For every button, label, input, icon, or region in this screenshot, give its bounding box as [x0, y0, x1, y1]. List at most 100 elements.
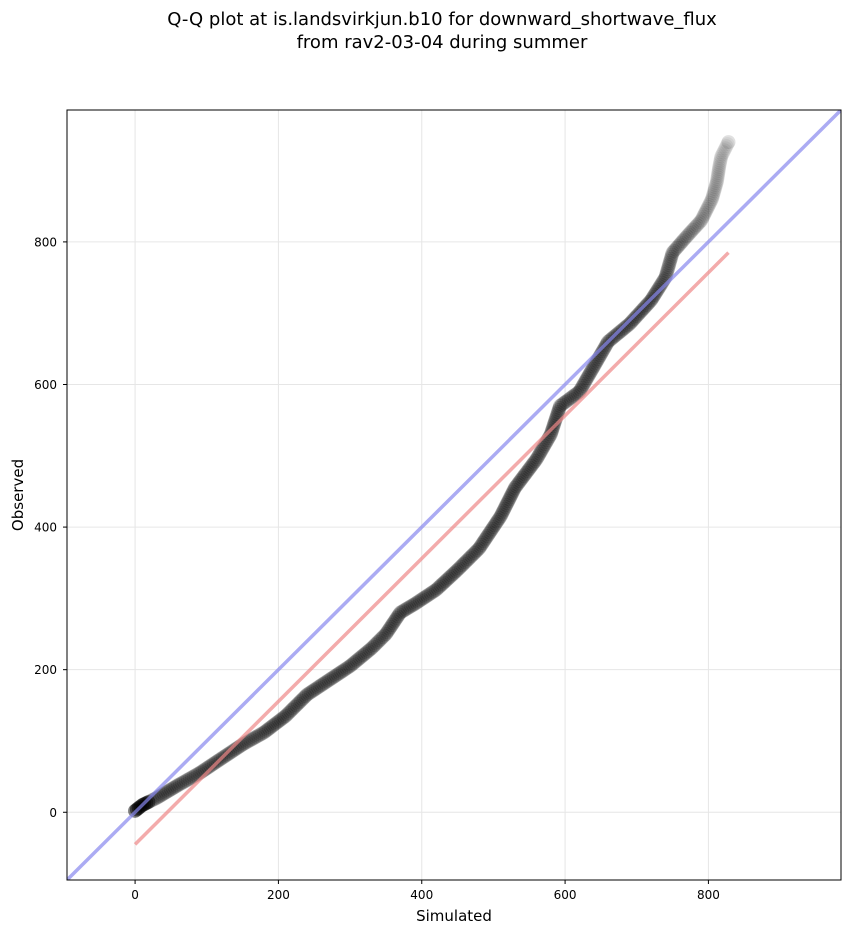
quantile-point	[245, 732, 260, 747]
quantile-point	[430, 581, 445, 596]
quantile-point	[713, 155, 728, 170]
quantile-point	[703, 196, 718, 211]
quantile-point	[447, 565, 462, 580]
quantile-point	[297, 690, 312, 705]
quantile-point	[506, 484, 521, 499]
quantile-point	[583, 365, 598, 380]
quantile-point	[662, 255, 677, 270]
quantile-point	[523, 460, 538, 475]
quantile-point	[551, 404, 566, 419]
quantile-point	[487, 518, 502, 533]
quantile-point	[495, 505, 510, 520]
quantile-point	[699, 203, 714, 218]
quantile-point	[515, 470, 530, 485]
quantile-point	[186, 769, 201, 784]
quantile-point	[156, 786, 171, 801]
quantile-point	[412, 593, 427, 608]
quantile-point	[507, 480, 522, 495]
quantile-point	[709, 176, 724, 191]
quantile-point	[521, 462, 536, 477]
quantile-point	[305, 684, 320, 699]
y-tick-label: 600	[34, 378, 57, 392]
quantile-point	[626, 312, 641, 327]
quantile-point	[581, 369, 596, 384]
quantile-point	[582, 367, 597, 382]
quantile-point	[628, 310, 643, 325]
quantile-point	[314, 678, 329, 693]
quantile-point	[312, 679, 327, 694]
quantile-point	[596, 342, 611, 357]
quantile-point	[509, 479, 524, 494]
quantile-points	[128, 135, 736, 818]
quantile-point	[528, 454, 543, 469]
quantile-point	[418, 589, 433, 604]
quantile-point	[467, 546, 482, 561]
quantile-point	[411, 594, 426, 609]
quantile-point	[332, 666, 347, 681]
quantile-point	[435, 577, 450, 592]
quantile-point	[479, 530, 494, 545]
quantile-point	[492, 511, 507, 526]
quantile-point	[378, 627, 393, 642]
quantile-point	[708, 180, 723, 195]
quantile-point	[684, 224, 699, 239]
quantile-point	[514, 472, 529, 487]
quantile-point	[276, 710, 291, 725]
quantile-point	[389, 610, 404, 625]
quantile-point	[577, 375, 592, 390]
quantile-point	[505, 486, 520, 501]
quantile-point	[533, 444, 548, 459]
quantile-point	[587, 357, 602, 372]
quantile-point	[265, 719, 280, 734]
quantile-point	[664, 247, 679, 262]
quantile-point	[488, 516, 503, 531]
quantile-point	[568, 387, 583, 402]
quantile-point	[580, 371, 595, 386]
quantile-point	[201, 760, 216, 775]
quantile-point	[713, 151, 728, 166]
quantile-point	[289, 698, 304, 713]
quantile-point	[163, 782, 178, 797]
x-tick-label: 400	[410, 888, 433, 902]
quantile-point	[436, 575, 451, 590]
y-tick-label: 200	[34, 663, 57, 677]
quantile-point	[480, 528, 495, 543]
quantile-point	[482, 525, 497, 540]
quantile-point	[292, 695, 307, 710]
quantile-point	[184, 770, 199, 785]
quantile-point	[499, 497, 514, 512]
quantile-point	[660, 262, 675, 277]
quantile-point	[695, 211, 710, 226]
quantile-point	[510, 477, 525, 492]
quantile-point	[398, 602, 413, 617]
quantile-point	[337, 662, 352, 677]
quantile-point	[469, 544, 484, 559]
quantile-point	[273, 712, 288, 727]
quantile-point	[295, 692, 310, 707]
quantile-point	[575, 378, 590, 393]
quantile-point	[330, 667, 345, 682]
quantile-point	[662, 258, 676, 273]
plot-frame	[66, 109, 842, 881]
quantile-point	[547, 415, 562, 430]
quantile-point	[530, 450, 545, 465]
quantile-point	[334, 665, 349, 680]
quantile-point	[375, 630, 390, 645]
quantile-point	[714, 149, 729, 164]
title-line-2: from rav2-03-04 during summer	[296, 32, 588, 53]
quantile-point	[349, 653, 364, 668]
quantile-point	[687, 221, 702, 236]
quantile-point	[698, 205, 713, 220]
quantile-point	[293, 693, 308, 708]
quantile-point	[310, 680, 325, 695]
quantile-point	[537, 438, 552, 453]
quantile-point	[470, 543, 485, 557]
quantile-point	[453, 559, 468, 574]
x-tick-label: 200	[267, 888, 290, 902]
quantile-point	[677, 232, 692, 247]
quantile-point	[501, 494, 516, 509]
quantile-point	[351, 652, 366, 667]
title-line-1: Q-Q plot at is.landsvirkjun.b10 for down…	[167, 9, 717, 30]
quantile-point	[617, 321, 632, 336]
quantile-point	[493, 509, 508, 524]
